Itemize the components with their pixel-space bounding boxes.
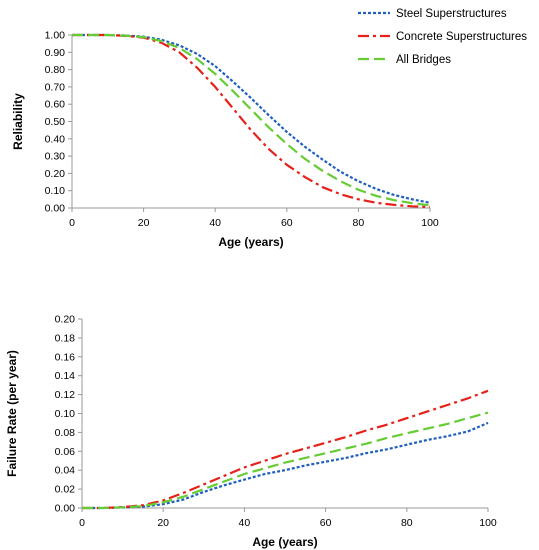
y-tick-label: 0.40 [45, 133, 66, 145]
y-tick-label: 0.02 [55, 484, 76, 496]
y-tick-label: 0.90 [45, 47, 66, 59]
y-tick-label: 0.20 [55, 314, 76, 326]
y-axis-title: Failure Rate (per year) [5, 350, 19, 477]
y-tick-label: 0.30 [45, 151, 66, 163]
y-tick-label: 0.08 [55, 427, 76, 439]
y-tick-label: 0.16 [55, 351, 76, 363]
y-axis-title: Reliability [11, 93, 25, 150]
y-tick-label: 0.00 [55, 503, 76, 515]
series-line-concrete-superstructures [72, 33, 431, 209]
failure-rate-chart: 0.00 0.02 0.04 0.06 0.08 0.10 0.12 0.14 0.16 0.18… [5, 314, 497, 550]
y-tick-label: 0.12 [55, 389, 76, 401]
y-tick-label: 0.60 [45, 99, 66, 111]
series-line-steel-superstructures [72, 33, 431, 204]
series-line-all-bridges [72, 33, 431, 207]
x-tick-label: 80 [353, 217, 365, 229]
x-tick-label: 60 [281, 217, 293, 229]
x-tick-label: 20 [157, 517, 169, 529]
x-tick-label: 60 [320, 517, 332, 529]
series-line-concrete-superstructures [82, 389, 489, 510]
x-tick-label: 0 [79, 517, 85, 529]
legend-label: Concrete Superstructures [396, 31, 527, 43]
legend: Steel Superstructures Concrete Superstruc… [358, 8, 527, 66]
y-tick-label: 0.50 [45, 116, 66, 128]
x-tick-label: 100 [421, 217, 439, 229]
y-tick-label: 0.18 [55, 332, 76, 344]
y-tick-label: 0.14 [55, 370, 76, 382]
x-tick-label: 100 [479, 517, 497, 529]
y-tick-label: 0.80 [45, 64, 66, 76]
y-tick-label: 0.20 [45, 168, 66, 180]
y-tick-label: 0.04 [55, 465, 76, 477]
x-tick-label: 20 [138, 217, 150, 229]
y-tick-label: 0.00 [45, 203, 66, 215]
y-tick-label: 0.70 [45, 81, 66, 93]
x-tick-label: 40 [209, 217, 221, 229]
y-tick-label: 0.06 [55, 446, 76, 458]
legend-label: All Bridges [396, 54, 451, 66]
reliability-chart: 0.00 0.10 0.20 0.30 0.40 0.50 0.60 0.70 0.80 0.90… [11, 30, 439, 250]
y-tick-label: 0.10 [55, 408, 76, 420]
x-tick-label: 40 [239, 517, 251, 529]
series-line-steel-superstructures [82, 421, 489, 510]
x-tick-label: 80 [401, 517, 413, 529]
series-line-all-bridges [82, 411, 489, 510]
legend-label: Steel Superstructures [396, 8, 507, 20]
x-tick-label: 0 [69, 217, 75, 229]
y-tick-label: 1.00 [45, 30, 66, 42]
y-tick-label: 0.10 [45, 185, 66, 197]
x-axis-title: Age (years) [218, 235, 283, 249]
x-axis-title: Age (years) [252, 535, 317, 549]
